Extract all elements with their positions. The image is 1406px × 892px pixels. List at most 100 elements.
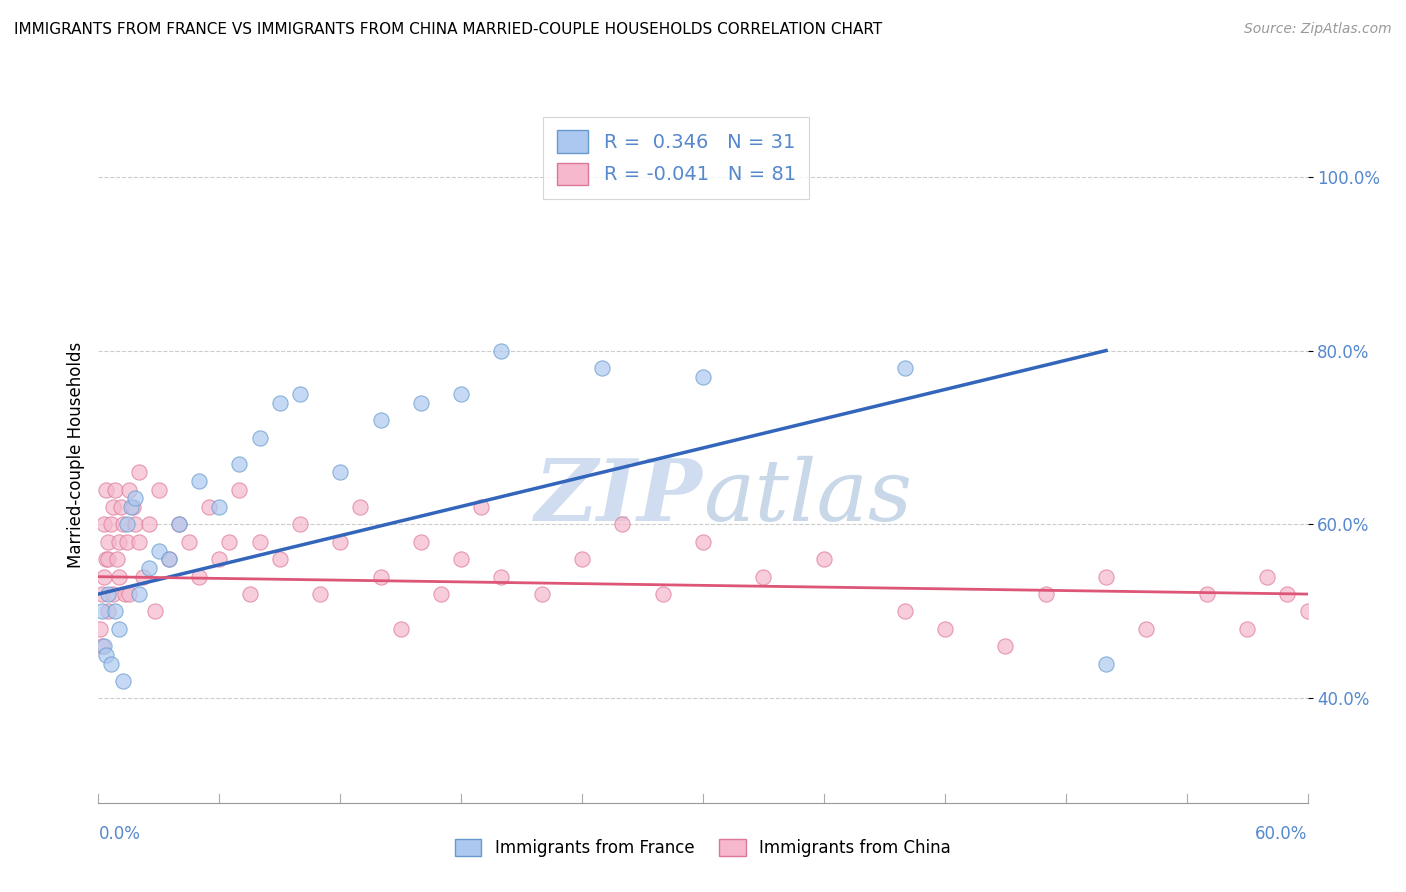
Point [103, 483, 125, 497]
Point [103, 605, 125, 619]
Point [389, 622, 412, 636]
Point [91, 587, 114, 601]
Point [111, 674, 134, 689]
Point [188, 474, 211, 488]
Point [1135, 622, 1157, 636]
Point [1035, 587, 1057, 601]
Point [349, 500, 371, 514]
Point [208, 500, 231, 514]
Text: atlas: atlas [703, 455, 912, 538]
Point [91, 605, 114, 619]
Point [93, 639, 115, 653]
Point [89, 622, 111, 636]
Point [115, 517, 138, 532]
Text: Source: ZipAtlas.com: Source: ZipAtlas.com [1244, 22, 1392, 37]
Point [269, 395, 291, 409]
Point [1095, 570, 1118, 584]
Point [93, 570, 115, 584]
Point [450, 552, 472, 566]
Point [370, 413, 392, 427]
Point [288, 517, 311, 532]
Point [893, 360, 915, 375]
Point [188, 570, 211, 584]
Point [1236, 622, 1258, 636]
Point [118, 587, 141, 601]
Point [249, 430, 271, 444]
Point [218, 534, 240, 549]
Text: 0.0%: 0.0% [98, 824, 141, 843]
Point [1357, 605, 1379, 619]
Point [813, 552, 835, 566]
Point [138, 517, 160, 532]
Point [128, 534, 150, 549]
Point [1337, 657, 1360, 671]
Point [893, 605, 915, 619]
Point [249, 534, 271, 549]
Point [96, 552, 118, 566]
Point [128, 466, 150, 480]
Point [612, 517, 634, 532]
Point [105, 552, 128, 566]
Point [239, 587, 262, 601]
Point [128, 587, 150, 601]
Point [100, 517, 122, 532]
Point [118, 483, 141, 497]
Point [157, 552, 180, 566]
Point [120, 500, 142, 514]
Point [530, 587, 553, 601]
Point [450, 387, 472, 401]
Point [994, 639, 1017, 653]
Point [591, 360, 613, 375]
Point [110, 500, 132, 514]
Point [107, 622, 129, 636]
Point [100, 657, 122, 671]
Point [124, 491, 146, 506]
Point [96, 483, 118, 497]
Point [1256, 570, 1278, 584]
Point [101, 500, 124, 514]
Point [309, 587, 332, 601]
Point [692, 369, 714, 384]
Point [179, 534, 201, 549]
Point [409, 395, 432, 409]
Point [91, 639, 114, 653]
Point [329, 466, 352, 480]
Point [1398, 622, 1406, 636]
Point [114, 587, 136, 601]
Point [148, 483, 170, 497]
Legend: Immigrants from France, Immigrants from China: Immigrants from France, Immigrants from … [449, 832, 957, 864]
Point [198, 500, 221, 514]
Y-axis label: Married-couple Households: Married-couple Households [66, 342, 84, 568]
Point [143, 605, 166, 619]
Point [934, 622, 956, 636]
Point [157, 552, 180, 566]
Point [124, 517, 146, 532]
Point [692, 534, 714, 549]
Point [269, 552, 291, 566]
Point [138, 561, 160, 575]
Point [228, 483, 250, 497]
Point [491, 343, 513, 358]
Point [167, 517, 190, 532]
Point [97, 605, 120, 619]
Point [491, 570, 513, 584]
Point [115, 534, 138, 549]
Point [132, 570, 155, 584]
Point [101, 587, 124, 601]
Point [228, 457, 250, 471]
Point [97, 552, 120, 566]
Point [107, 534, 129, 549]
Point [121, 500, 143, 514]
Point [93, 517, 115, 532]
Point [370, 570, 392, 584]
Point [288, 387, 311, 401]
Point [651, 587, 673, 601]
Text: IMMIGRANTS FROM FRANCE VS IMMIGRANTS FROM CHINA MARRIED-COUPLE HOUSEHOLDS CORREL: IMMIGRANTS FROM FRANCE VS IMMIGRANTS FRO… [14, 22, 883, 37]
Point [148, 543, 170, 558]
Point [571, 552, 593, 566]
Point [1195, 587, 1218, 601]
Point [1277, 587, 1299, 601]
Point [1095, 657, 1118, 671]
Point [752, 570, 775, 584]
Point [470, 500, 492, 514]
